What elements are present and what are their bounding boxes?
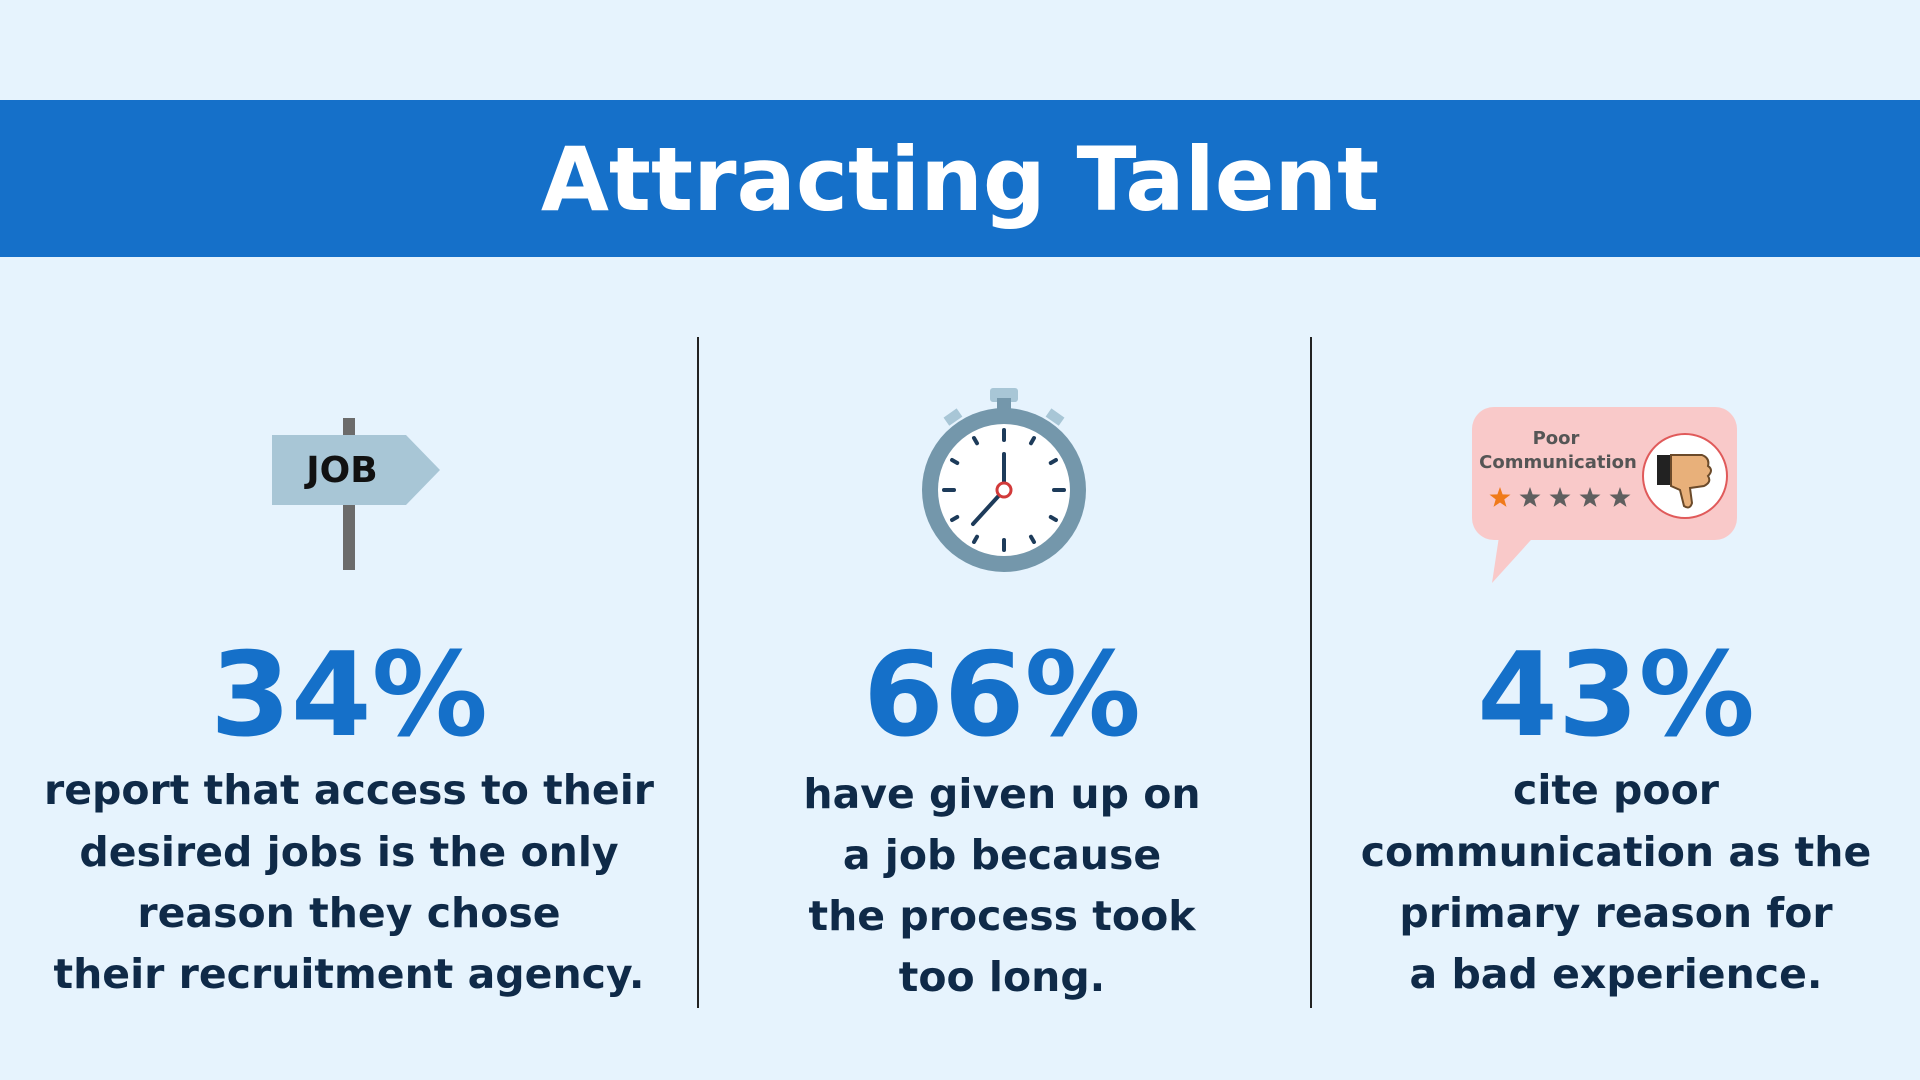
title: Attracting Talent <box>541 128 1379 231</box>
stat-description: the process took <box>809 892 1198 940</box>
stat-description: desired jobs is the only <box>79 828 618 876</box>
stat-description: cite poor <box>1513 766 1720 814</box>
rating-star <box>1609 487 1631 507</box>
clock-tick <box>972 534 979 544</box>
stat-description: reason they chose <box>137 889 560 937</box>
stopwatch-icon <box>922 388 1086 572</box>
clock-tick <box>972 436 979 446</box>
stat-description: a bad experience. <box>1410 950 1823 998</box>
clock-tick <box>950 515 960 522</box>
clock-tick <box>1048 515 1058 522</box>
stat-description: too long. <box>899 953 1106 1001</box>
rating-star <box>1549 487 1571 507</box>
stat-figure: 43% <box>1477 628 1755 763</box>
rating-star <box>1489 487 1511 507</box>
stat-description: their recruitment agency. <box>54 950 645 998</box>
stat-description: have given up on <box>803 770 1200 818</box>
stat-description: primary reason for <box>1399 889 1833 937</box>
icon-label: Communication <box>1479 452 1637 473</box>
rating-star <box>1519 487 1541 507</box>
clock-tick <box>950 458 960 465</box>
stat-figure: 34% <box>210 628 488 763</box>
icon-label: JOB <box>303 450 377 491</box>
clock-tick <box>1048 458 1058 465</box>
clock-tick <box>1029 436 1036 446</box>
job-sign-icon: JOB <box>272 418 440 570</box>
clock-tick <box>1029 534 1036 544</box>
stat-description: communication as the <box>1361 828 1872 876</box>
rating-star <box>1579 487 1601 507</box>
stat-description: report that access to their <box>44 766 655 814</box>
stat-description: a job because <box>843 831 1161 879</box>
icon-label: Poor <box>1533 428 1580 449</box>
review-bubble-icon: Poor Communication <box>1472 407 1737 583</box>
stat-figure: 66% <box>863 628 1141 763</box>
header-band <box>0 100 1920 257</box>
